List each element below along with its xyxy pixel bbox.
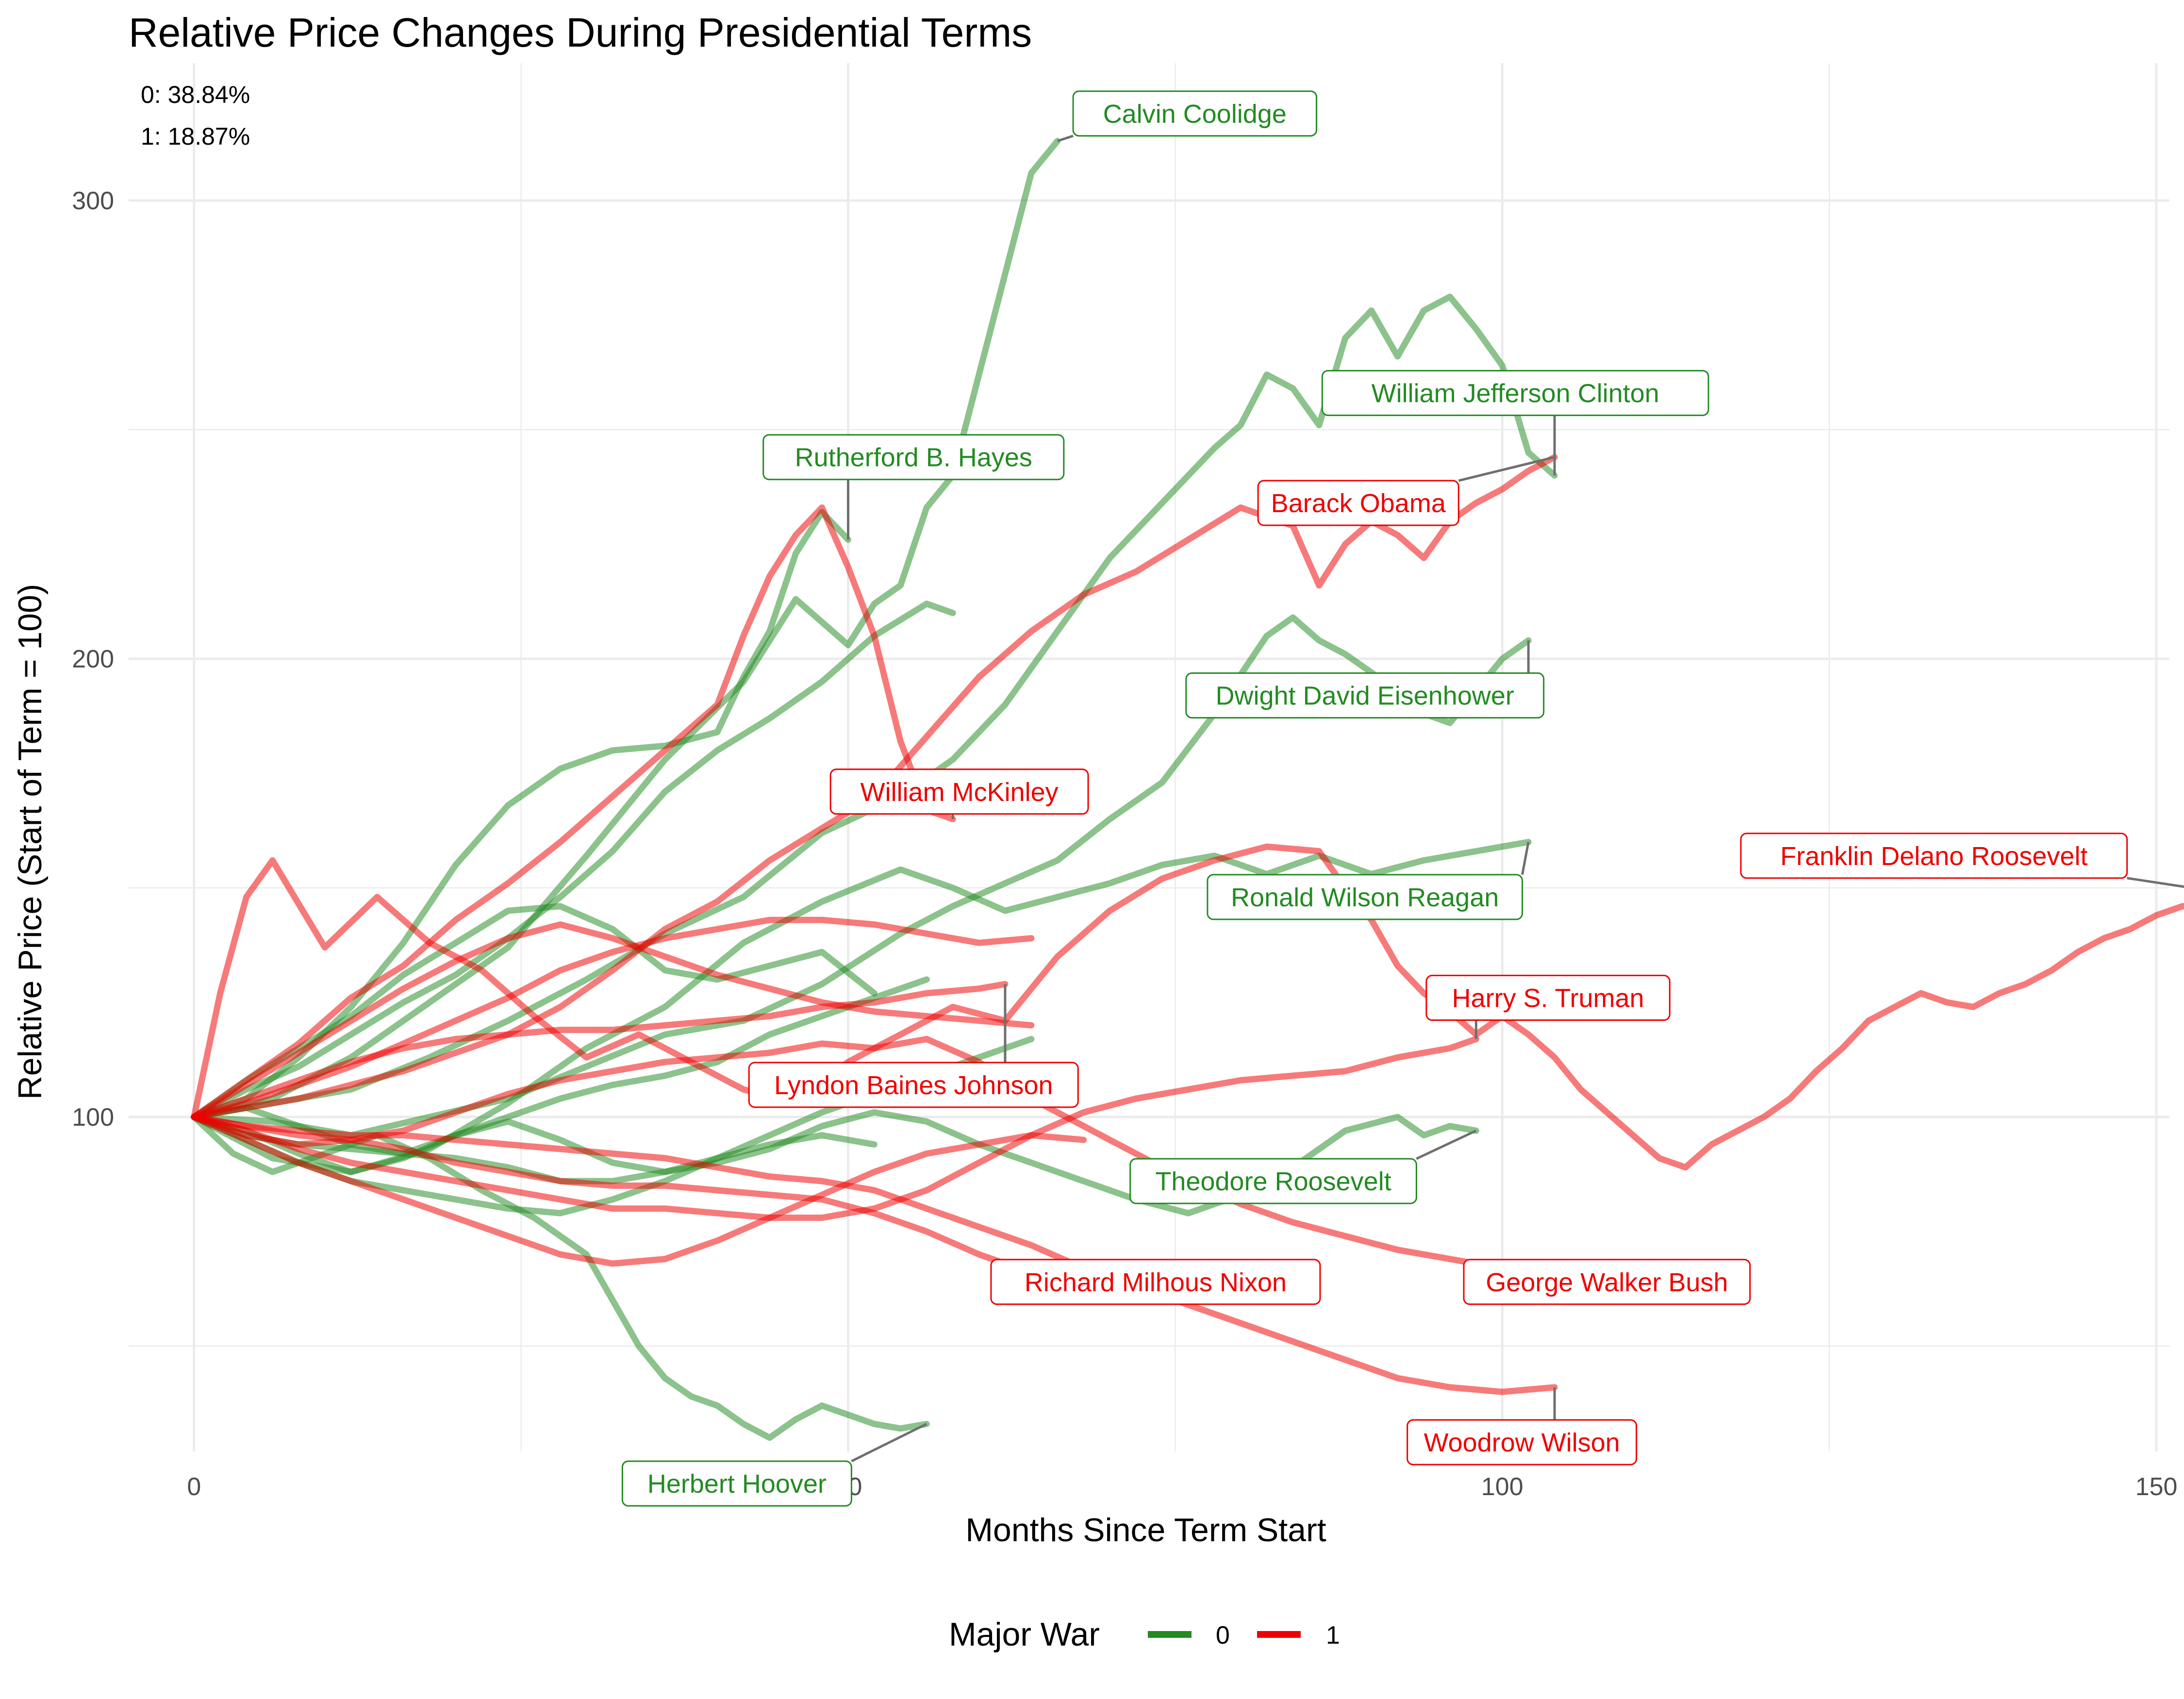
series-label-11: Richard Milhous Nixon — [1025, 1268, 1287, 1297]
x-tick-label: 0 — [187, 1473, 201, 1501]
y-tick-label: 300 — [72, 187, 114, 215]
x-tick-labels: 050100150 — [187, 1473, 2177, 1501]
series-line-18 — [191, 1036, 1506, 1271]
series-label-2: Rutherford B. Hayes — [795, 443, 1032, 472]
label-box-14 — [621, 1460, 852, 1507]
grid-lines — [129, 63, 2169, 1451]
label-box-10 — [1129, 1158, 1417, 1204]
legend-title: Major War — [949, 1616, 1100, 1653]
annotation-group-0: 0: 38.84% — [141, 81, 250, 108]
label-box-5 — [829, 768, 1089, 815]
series-line-13 — [191, 504, 956, 1120]
label-box-1 — [1321, 370, 1709, 416]
label-box-4 — [1185, 672, 1545, 719]
y-tick-label: 200 — [72, 645, 114, 673]
series-line-1 — [191, 293, 1558, 1120]
chart-title: Relative Price Changes During Presidenti… — [129, 10, 1032, 55]
x-tick-label: 100 — [1481, 1473, 1523, 1501]
series-line-21 — [191, 921, 1035, 1120]
label-box-8 — [1425, 975, 1671, 1021]
series-line-20 — [191, 1114, 1087, 1267]
y-axis-title: Relative Price (Start of Term = 100) — [12, 584, 49, 1100]
series-line-9 — [191, 1114, 877, 1175]
label-box-2 — [762, 434, 1065, 481]
label-box-3 — [1257, 480, 1459, 526]
series-line-8 — [191, 600, 956, 1120]
series-label-7: Ronald Wilson Reagan — [1231, 883, 1499, 912]
series-label-10: Theodore Roosevelt — [1155, 1167, 1391, 1196]
series-line-15 — [191, 1036, 1479, 1221]
series-label-4: Dwight David Eisenhower — [1216, 682, 1514, 711]
series-label-9: Lyndon Baines Johnson — [774, 1071, 1053, 1100]
series-line-22 — [191, 916, 1035, 1120]
label-box-13 — [1406, 1419, 1638, 1466]
label-leader-line-14 — [851, 1423, 927, 1463]
series-label-5: William McKinley — [860, 778, 1059, 807]
y-tick-label: 100 — [72, 1103, 114, 1132]
series-labels: Calvin Coolidge William Jefferson Clinton… — [621, 90, 2184, 1507]
series-line-0 — [191, 138, 1061, 1120]
legend-label-1: 1 — [1326, 1621, 1340, 1649]
series-line-16 — [191, 981, 1009, 1120]
series-label-14: Herbert Hoover — [647, 1469, 827, 1499]
label-box-9 — [748, 1062, 1079, 1108]
label-box-7 — [1207, 874, 1523, 920]
series-label-1: William Jefferson Clinton — [1372, 379, 1659, 408]
label-leader-line-6 — [2127, 877, 2184, 888]
series-label-13: Woodrow Wilson — [1424, 1428, 1620, 1457]
series-label-3: Barack Obama — [1271, 489, 1446, 518]
label-leader-line-3 — [1458, 456, 1555, 482]
label-box-6 — [1740, 833, 2128, 879]
series-line-12 — [191, 454, 1558, 1120]
legend: Major War 0 1 — [949, 1616, 1340, 1653]
x-axis-title: Months Since Term Start — [965, 1512, 1326, 1549]
series-label-12: George Walker Bush — [1486, 1268, 1728, 1297]
y-tick-labels: 100 200 300 — [72, 187, 114, 1132]
label-leader-line-0 — [1057, 134, 1074, 142]
label-box-0 — [1072, 90, 1318, 137]
legend-label-0: 0 — [1216, 1621, 1230, 1649]
label-leader-line-10 — [1416, 1130, 1477, 1160]
label-box-12 — [1463, 1259, 1751, 1305]
series-label-8: Harry S. Truman — [1452, 984, 1644, 1013]
series-label-6: Franklin Delano Roosevelt — [1780, 842, 2087, 871]
x-tick-label: 150 — [2135, 1473, 2178, 1501]
annotation-group-1: 1: 18.87% — [141, 123, 250, 150]
label-leader-line-7 — [1521, 842, 1530, 875]
label-box-11 — [990, 1259, 1321, 1305]
series-line-19 — [191, 1114, 1558, 1395]
series-line-3 — [191, 839, 1532, 1175]
series-line-7 — [191, 903, 877, 1120]
series-lines — [191, 138, 2184, 1441]
series-label-0: Calvin Coolidge — [1103, 100, 1287, 129]
